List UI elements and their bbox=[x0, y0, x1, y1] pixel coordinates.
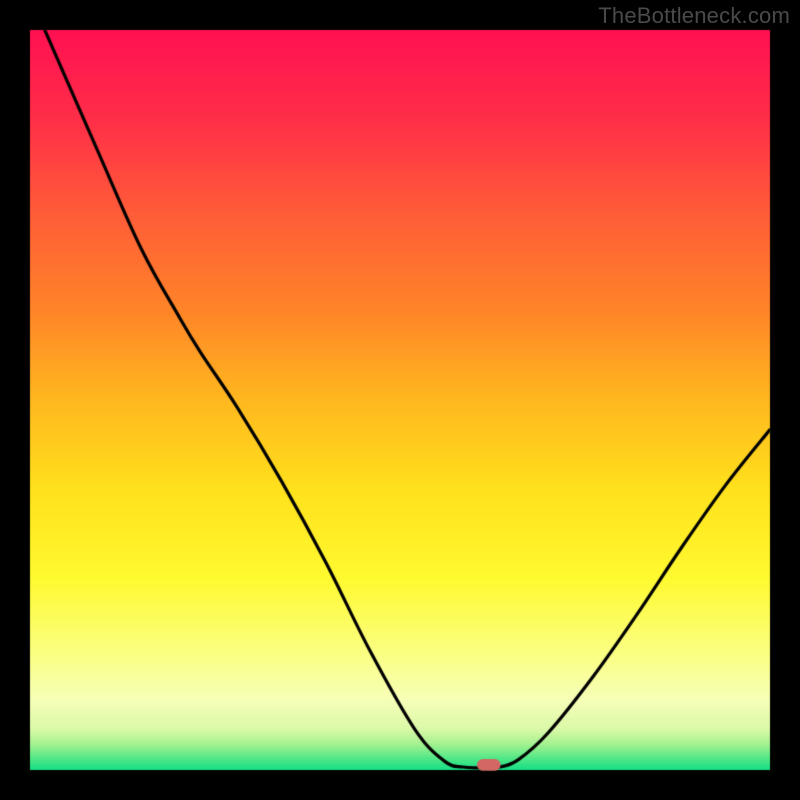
chart-stage: TheBottleneck.com bbox=[0, 0, 800, 800]
optimum-marker bbox=[0, 0, 800, 800]
